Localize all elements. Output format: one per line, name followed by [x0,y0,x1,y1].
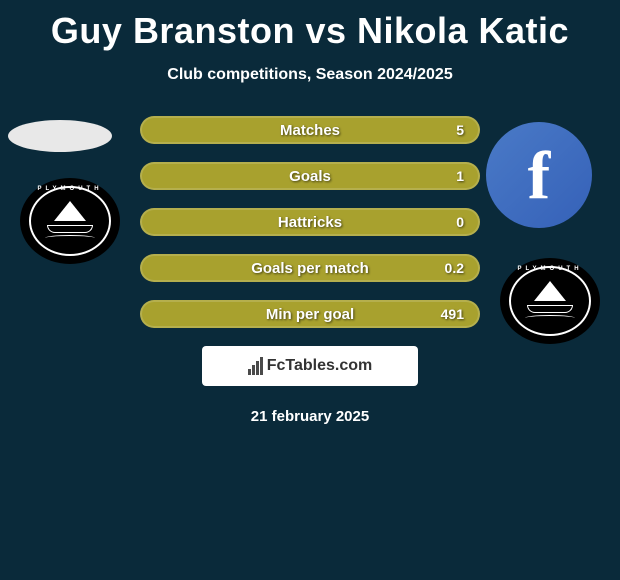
stat-label: Min per goal [266,306,354,323]
left-player-avatar [8,120,112,152]
stat-label: Goals [289,168,331,185]
logo-text: FcTables.com [267,357,373,375]
stat-value: 1 [456,168,464,184]
stats-container: Matches 5 Goals 1 Hattricks 0 Goals per … [140,116,480,328]
stat-value: 491 [441,306,464,322]
stat-row-matches: Matches 5 [140,116,480,144]
stat-row-hattricks: Hattricks 0 [140,208,480,236]
right-player-avatar: f [486,122,592,228]
plymouth-badge-icon: PLYMOUTH [500,258,600,344]
stat-label: Hattricks [278,214,342,231]
stat-row-goals-per-match: Goals per match 0.2 [140,254,480,282]
comparison-subtitle: Club competitions, Season 2024/2025 [0,66,620,84]
bar-chart-icon [248,357,263,375]
stat-label: Matches [280,122,340,139]
stat-label: Goals per match [251,260,369,277]
generation-date: 21 february 2025 [0,408,620,425]
facebook-f-icon: f [528,136,551,215]
right-player-club-badge: PLYMOUTH [500,258,600,344]
stat-row-min-per-goal: Min per goal 491 [140,300,480,328]
fctables-logo: FcTables.com [202,346,418,386]
stat-value: 5 [456,122,464,138]
comparison-title: Guy Branston vs Nikola Katic [0,0,620,52]
stat-row-goals: Goals 1 [140,162,480,190]
plymouth-badge-icon: PLYMOUTH [20,178,120,264]
stat-value: 0 [456,214,464,230]
stat-value: 0.2 [445,260,464,276]
left-player-club-badge: PLYMOUTH [20,178,120,264]
